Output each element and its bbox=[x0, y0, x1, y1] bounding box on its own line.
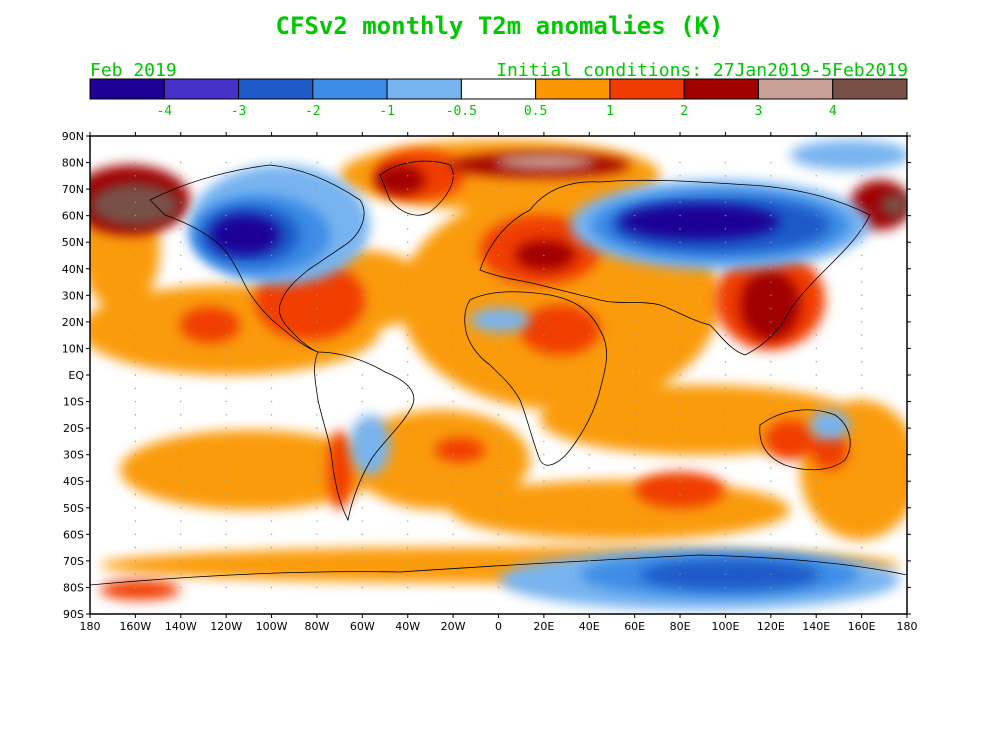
colorbar-swatch bbox=[609, 78, 685, 100]
lon-label: 100E bbox=[711, 620, 739, 633]
lon-label: 40E bbox=[579, 620, 600, 633]
lat-labels: 90N 80N 70N 60N 50N 40N 30N 20N 10N EQ 10S 20S 30S 40… bbox=[62, 130, 85, 621]
australia-coast bbox=[759, 409, 851, 471]
lon-label: 20E bbox=[533, 620, 554, 633]
forecast-month: Feb 2019 bbox=[90, 60, 177, 81]
lat-label: 20N bbox=[62, 316, 84, 329]
colorbar-label: -4 bbox=[156, 104, 172, 119]
lat-label: 80S bbox=[63, 581, 84, 594]
lat-label: 70S bbox=[63, 555, 84, 568]
colorbar-swatch bbox=[535, 78, 611, 100]
lon-label: 20W bbox=[441, 620, 466, 633]
lat-label: 90S bbox=[63, 608, 84, 621]
colorbar-label: 0.5 bbox=[524, 104, 547, 119]
colorbar-label: 2 bbox=[680, 104, 688, 119]
colorbar-swatch bbox=[89, 78, 165, 100]
lat-label: 60S bbox=[63, 528, 84, 541]
lon-label: 140W bbox=[165, 620, 197, 633]
lon-labels: 180 160W 140W 120W 100W 80W 60W 40W 20W 0 20E 40E 60… bbox=[80, 620, 918, 633]
colorbar-label: 4 bbox=[829, 104, 837, 119]
lon-label: 80E bbox=[670, 620, 691, 633]
axis-ticks bbox=[86, 132, 911, 618]
colorbar-label: -1 bbox=[379, 104, 395, 119]
colorbar-swatch bbox=[163, 78, 240, 100]
lon-label: 120E bbox=[757, 620, 785, 633]
lat-label: 50N bbox=[62, 236, 84, 249]
eurasia-coast bbox=[479, 179, 871, 356]
colorbar-label: -2 bbox=[305, 104, 321, 119]
lat-label: 30N bbox=[62, 289, 84, 302]
lon-label: 40W bbox=[395, 620, 420, 633]
coastlines bbox=[90, 160, 907, 586]
map-title: CFSv2 monthly T2m anomalies (K) bbox=[275, 12, 724, 40]
colorbar-swatch bbox=[683, 78, 759, 100]
lon-label: 80W bbox=[305, 620, 330, 633]
lat-label: 60N bbox=[62, 210, 84, 223]
lat-label: 10S bbox=[63, 396, 84, 409]
colorbar-swatch bbox=[238, 78, 314, 100]
lon-label: 160E bbox=[848, 620, 876, 633]
lat-label: 30S bbox=[63, 449, 84, 462]
lat-label: 40N bbox=[62, 263, 84, 276]
lat-label: 20S bbox=[63, 422, 84, 435]
lon-label: 180 bbox=[897, 620, 918, 633]
lon-label: 140E bbox=[802, 620, 830, 633]
north-america-coast bbox=[149, 164, 365, 353]
lat-label: 10N bbox=[62, 342, 84, 355]
map-panel bbox=[90, 136, 907, 614]
lon-label: 0 bbox=[495, 620, 502, 633]
extreme-warm-zones bbox=[90, 154, 907, 227]
south-america-coast bbox=[314, 351, 415, 522]
extreme-cold-zones bbox=[210, 204, 780, 255]
colorbar-label: 1 bbox=[606, 104, 614, 119]
lat-label: 50S bbox=[63, 502, 84, 515]
lon-label: 120W bbox=[210, 620, 242, 633]
colorbar-label: -3 bbox=[231, 104, 247, 119]
lon-label: 160W bbox=[119, 620, 151, 633]
lat-label: 70N bbox=[62, 183, 84, 196]
antarctica-coast bbox=[90, 554, 907, 586]
colorbar-label: -0.5 bbox=[446, 104, 477, 119]
grid bbox=[134, 161, 863, 589]
lat-label: 90N bbox=[62, 130, 84, 143]
colorbar: -4 -3 -2 -1 -0.5 0.5 1 2 3 4 bbox=[89, 78, 908, 119]
africa-coast bbox=[464, 291, 607, 466]
colorbar-swatch bbox=[386, 78, 462, 100]
colorbar-swatch bbox=[832, 78, 908, 100]
lat-label: EQ bbox=[68, 369, 84, 382]
lon-label: 60E bbox=[624, 620, 645, 633]
lat-label: 80N bbox=[62, 157, 84, 170]
lat-label: 40S bbox=[63, 475, 84, 488]
colorbar-swatch bbox=[757, 78, 834, 100]
colorbar-swatch bbox=[460, 78, 537, 100]
colorbar-label: 3 bbox=[755, 104, 763, 119]
colorbar-swatch bbox=[312, 78, 388, 100]
greenland-coast bbox=[379, 160, 454, 216]
lon-label: 60W bbox=[350, 620, 375, 633]
lon-label: 180 bbox=[80, 620, 101, 633]
initial-conditions: Initial conditions: 27Jan2019-5Feb2019 bbox=[496, 60, 908, 81]
lon-label: 100W bbox=[256, 620, 288, 633]
